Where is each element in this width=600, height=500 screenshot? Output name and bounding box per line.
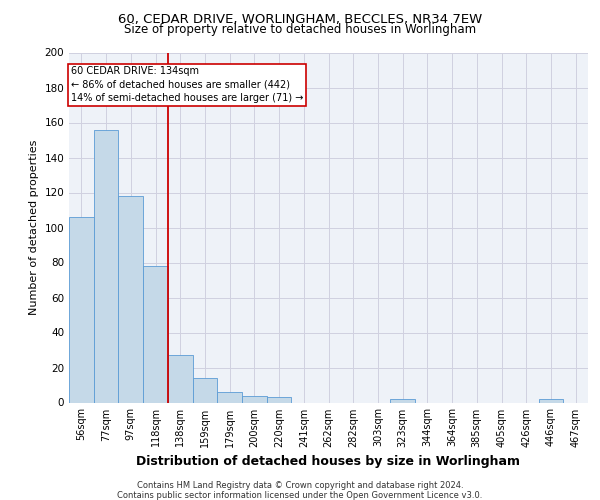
- Bar: [539, 399, 563, 402]
- Bar: [168, 355, 193, 403]
- Bar: [217, 392, 242, 402]
- Text: Size of property relative to detached houses in Worlingham: Size of property relative to detached ho…: [124, 22, 476, 36]
- Bar: [242, 396, 267, 402]
- Bar: [193, 378, 217, 402]
- Text: 60 CEDAR DRIVE: 134sqm
← 86% of detached houses are smaller (442)
14% of semi-de: 60 CEDAR DRIVE: 134sqm ← 86% of detached…: [71, 66, 304, 103]
- Bar: [267, 397, 292, 402]
- Text: 60, CEDAR DRIVE, WORLINGHAM, BECCLES, NR34 7EW: 60, CEDAR DRIVE, WORLINGHAM, BECCLES, NR…: [118, 12, 482, 26]
- Text: Contains public sector information licensed under the Open Government Licence v3: Contains public sector information licen…: [118, 491, 482, 500]
- Bar: [69, 217, 94, 402]
- Text: Contains HM Land Registry data © Crown copyright and database right 2024.: Contains HM Land Registry data © Crown c…: [137, 481, 463, 490]
- X-axis label: Distribution of detached houses by size in Worlingham: Distribution of detached houses by size …: [137, 455, 521, 468]
- Bar: [143, 266, 168, 402]
- Y-axis label: Number of detached properties: Number of detached properties: [29, 140, 39, 315]
- Bar: [390, 399, 415, 402]
- Bar: [94, 130, 118, 402]
- Bar: [118, 196, 143, 402]
